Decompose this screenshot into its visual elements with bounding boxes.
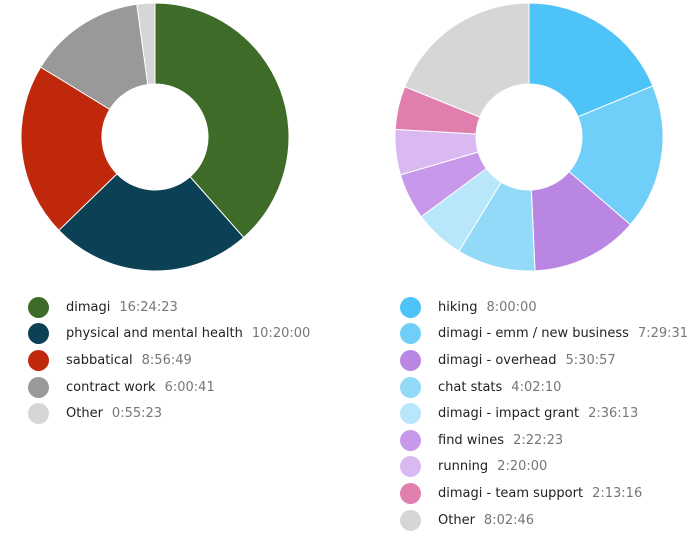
- legend-swatch: [400, 349, 421, 371]
- donut-slice-dimagi-emm-new-business[interactable]: [568, 85, 664, 226]
- donut-slice-other[interactable]: [136, 2, 156, 86]
- legend-swatch: [400, 403, 421, 425]
- donut-slice-contract-work[interactable]: [39, 3, 149, 111]
- legend-label: chat stats: [438, 379, 503, 395]
- legend-time: 2:22:23: [513, 432, 564, 448]
- legend-time: 2:20:00: [497, 459, 548, 475]
- legend-label: hiking: [438, 299, 478, 315]
- legend-label: dimagi: [66, 299, 111, 315]
- legend-time: 8:00:00: [486, 299, 537, 315]
- legend-swatch: [400, 429, 421, 451]
- legend-swatch: [28, 403, 49, 425]
- legend-item[interactable]: physical and mental health 10:20:00: [28, 321, 310, 348]
- legend-label: physical and mental health: [66, 326, 243, 342]
- legend-item[interactable]: dimagi - impact grant 2:36:13: [400, 400, 688, 427]
- donut-slice-sabbatical[interactable]: [20, 66, 118, 232]
- legend-time: 5:30:57: [565, 352, 616, 368]
- donut-slice-physical-and-mental-health[interactable]: [58, 173, 245, 272]
- legend-right: hiking 8:00:00 dimagi - emm / new busines…: [400, 294, 688, 533]
- legend-label: find wines: [438, 432, 505, 448]
- legend-label: dimagi - impact grant: [438, 406, 580, 422]
- legend-swatch: [400, 482, 421, 504]
- legend-item[interactable]: dimagi 16:24:23: [28, 294, 310, 321]
- legend-item[interactable]: chat stats 4:02:10: [400, 374, 688, 401]
- legend-time: 2:36:13: [588, 406, 639, 422]
- donut-slice-other[interactable]: [404, 2, 530, 118]
- legend-item[interactable]: contract work 6:00:41: [28, 374, 310, 401]
- legend-time: 7:29:31: [637, 326, 688, 342]
- legend-label: dimagi - emm / new business: [438, 326, 629, 342]
- legend-swatch: [28, 296, 49, 318]
- legend-label: dimagi - overhead: [438, 352, 557, 368]
- legend-time: 8:56:49: [141, 352, 192, 368]
- legend-swatch: [28, 349, 49, 371]
- legend-swatch: [400, 296, 421, 318]
- legend-label: Other: [438, 512, 475, 528]
- legend-label: running: [438, 459, 489, 475]
- legend-time: 16:24:23: [119, 299, 178, 315]
- donut-slice-dimagi[interactable]: [154, 2, 290, 239]
- legend-item[interactable]: Other 8:02:46: [400, 507, 688, 534]
- legend-time: 8:02:46: [483, 512, 535, 528]
- legend-item[interactable]: sabbatical 8:56:49: [28, 347, 310, 374]
- legend-swatch: [28, 376, 49, 398]
- legend-swatch: [400, 456, 421, 478]
- legend-time: 2:13:16: [592, 485, 643, 501]
- legend-left: dimagi 16:24:23 physical and mental healt…: [28, 294, 310, 427]
- legend-label: dimagi - team support: [438, 485, 584, 501]
- legend-item[interactable]: dimagi - team support 2:13:16: [400, 480, 688, 507]
- legend-swatch: [400, 509, 421, 531]
- donut-chart-right: [394, 2, 664, 272]
- legend-time: 10:20:00: [251, 326, 311, 342]
- legend-swatch: [400, 376, 421, 398]
- legend-swatch: [28, 323, 49, 345]
- legend-item[interactable]: Other 0:55:23: [28, 400, 310, 427]
- legend-item[interactable]: hiking 8:00:00: [400, 294, 688, 321]
- donut-chart-left: [20, 2, 290, 272]
- legend-item[interactable]: find wines 2:22:23: [400, 427, 688, 454]
- legend-item[interactable]: running 2:20:00: [400, 454, 688, 481]
- legend-time: 6:00:41: [164, 379, 215, 395]
- legend-item[interactable]: dimagi - emm / new business 7:29:31: [400, 321, 688, 348]
- legend-label: sabbatical: [66, 352, 133, 368]
- legend-swatch: [400, 323, 421, 345]
- legend-label: Other: [66, 406, 103, 422]
- legend-time: 4:02:10: [511, 379, 562, 395]
- legend-item[interactable]: dimagi - overhead 5:30:57: [400, 347, 688, 374]
- donut-slice-hiking[interactable]: [528, 2, 654, 118]
- legend-label: contract work: [66, 379, 156, 395]
- legend-time: 0:55:23: [111, 406, 163, 422]
